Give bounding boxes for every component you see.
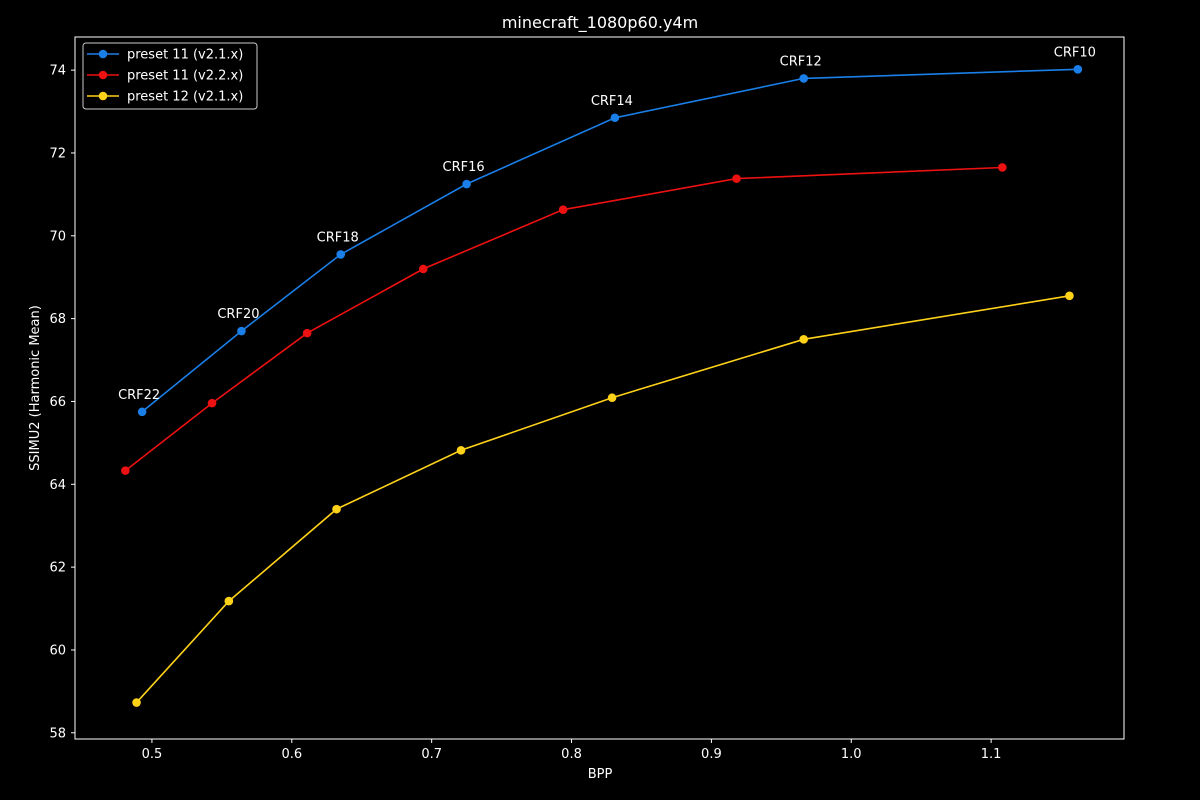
chart-title: minecraft_1080p60.y4m [502, 13, 698, 33]
data-point [1065, 291, 1074, 301]
data-point [610, 113, 620, 123]
x-tick-label: 0.8 [561, 747, 582, 762]
legend-label: preset 11 (v2.2.x) [127, 69, 243, 84]
crf-annotation: CRF20 [217, 307, 259, 322]
data-point [607, 393, 617, 403]
data-point [336, 250, 346, 259]
crf-annotation: CRF18 [317, 230, 359, 245]
data-point [799, 74, 809, 83]
data-point [558, 205, 568, 215]
x-axis-ticks: 0.5 0.6 0.7 0.8 0.9 1.0 1.1 [142, 739, 1002, 762]
legend-marker [98, 49, 108, 59]
crf-annotation: CRF10 [1054, 45, 1096, 60]
data-point [224, 596, 234, 606]
data-point [121, 466, 130, 475]
crf-annotation: CRF12 [780, 54, 822, 69]
x-tick-label: 0.5 [142, 747, 163, 762]
y-axis-ticks: 58 60 62 64 66 68 70 72 74 [49, 64, 75, 741]
data-point [732, 174, 741, 183]
x-tick-label: 1.1 [981, 747, 1002, 762]
legend-marker [98, 70, 108, 80]
y-tick-label: 72 [49, 146, 66, 161]
y-tick-label: 74 [49, 64, 66, 79]
series-line-1 [141, 68, 1078, 413]
y-tick-label: 60 [49, 643, 66, 658]
data-point [998, 163, 1007, 172]
x-tick-label: 1.0 [841, 747, 862, 762]
data-point [237, 326, 246, 336]
data-point [456, 446, 466, 455]
crf-annotation: CRF22 [118, 388, 160, 403]
y-tick-label: 62 [49, 561, 66, 576]
data-point [137, 407, 147, 417]
x-axis-label: BPP [588, 767, 613, 782]
x-tick-label: 0.9 [701, 747, 722, 762]
legend-box [82, 42, 258, 110]
data-point [332, 504, 341, 514]
y-tick-label: 66 [49, 395, 66, 410]
y-tick-label: 68 [49, 312, 66, 327]
crf-annotation: CRF14 [591, 94, 633, 109]
y-tick-label: 64 [49, 478, 66, 493]
crf-annotation: CRF16 [443, 160, 485, 175]
legend-label: preset 12 (v2.1.x) [127, 90, 243, 105]
data-point [1073, 65, 1083, 74]
data-point [207, 398, 217, 408]
data-point [418, 264, 428, 274]
legend: preset 11 (v2.1.x) preset 11 (v2.2.x) pres… [82, 42, 258, 110]
y-tick-label: 70 [49, 229, 66, 244]
data-point [302, 328, 312, 338]
legend-label: preset 11 (v2.1.x) [127, 48, 243, 63]
x-tick-label: 0.7 [421, 747, 442, 762]
y-tick-label: 58 [49, 726, 66, 741]
plot-frame [74, 36, 1125, 740]
data-point [799, 335, 809, 344]
plot-area: CRF22 CRF20 CRF18 CRF16 CRF14 CRF12 CRF10 [118, 45, 1096, 707]
legend-marker [98, 91, 108, 101]
y-axis-label: SSIMU2 (Harmonic Mean) [28, 305, 43, 471]
data-point [132, 698, 141, 707]
series-line-3 [135, 295, 1070, 704]
data-point [462, 179, 471, 189]
x-tick-label: 0.6 [281, 747, 302, 762]
